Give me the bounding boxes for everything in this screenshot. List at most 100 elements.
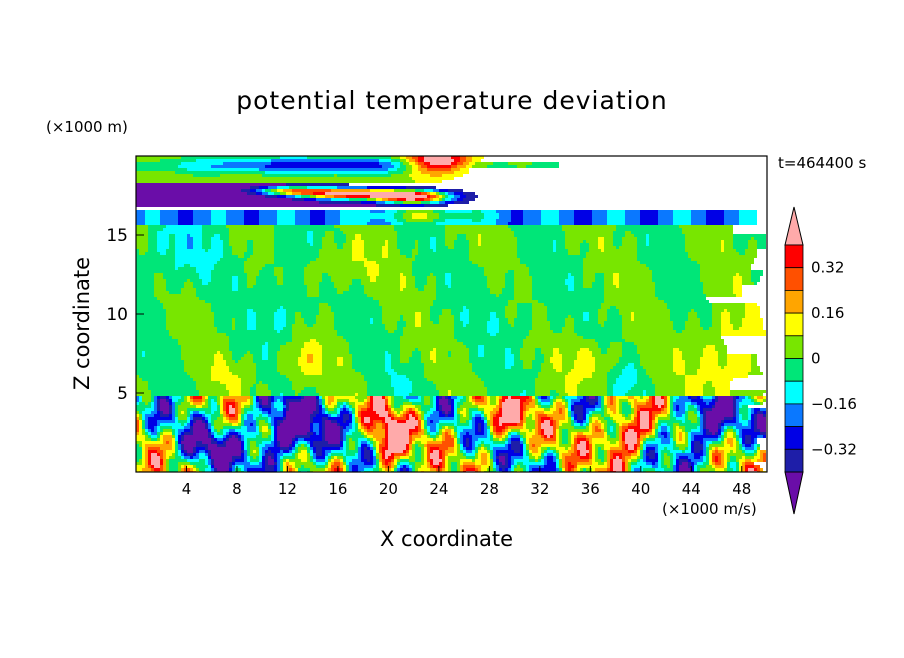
field-cell	[166, 453, 172, 456]
field-cell	[262, 450, 265, 453]
field-cell	[649, 411, 652, 414]
field-cell	[439, 318, 454, 321]
field-cell	[592, 213, 607, 216]
field-cell	[499, 216, 511, 219]
field-cell	[703, 288, 733, 291]
field-cell	[502, 402, 520, 405]
field-cell	[646, 459, 658, 462]
field-cell	[541, 429, 544, 432]
field-cell	[250, 447, 259, 450]
field-cell	[193, 396, 202, 399]
field-cell	[610, 447, 622, 450]
field-cell	[304, 396, 316, 399]
field-cell	[187, 453, 193, 456]
field-cell	[568, 441, 571, 444]
field-cell	[691, 438, 694, 441]
field-cell	[673, 432, 676, 435]
field-cell	[613, 279, 619, 282]
field-cell	[610, 396, 613, 399]
field-cell	[544, 303, 601, 306]
field-cell	[526, 399, 532, 402]
field-cell	[457, 234, 466, 237]
field-cell	[670, 408, 673, 411]
field-cell	[148, 465, 151, 468]
field-cell	[382, 165, 394, 168]
field-cell	[610, 306, 616, 309]
field-cell	[376, 453, 379, 456]
field-cell	[160, 402, 169, 405]
field-cell	[679, 456, 688, 459]
field-cell	[706, 420, 721, 423]
field-cell	[634, 318, 670, 321]
field-cell	[532, 321, 550, 324]
field-cell	[424, 426, 427, 429]
field-cell	[472, 420, 475, 423]
field-cell	[742, 435, 745, 438]
field-cell	[442, 465, 445, 468]
field-cell	[505, 360, 514, 363]
field-cell	[499, 213, 511, 216]
field-cell	[136, 468, 142, 471]
field-cell	[640, 408, 661, 411]
field-cell	[553, 366, 562, 369]
field-cell	[556, 249, 568, 252]
field-cell	[307, 186, 337, 189]
field-cell	[505, 276, 514, 279]
field-cell	[472, 438, 478, 441]
field-cell	[640, 363, 673, 366]
field-cell	[394, 228, 445, 231]
field-cell	[205, 417, 208, 420]
field-cell	[703, 354, 718, 357]
field-cell	[583, 261, 640, 264]
field-cell	[304, 372, 322, 375]
field-cell	[292, 384, 367, 387]
field-cell	[367, 198, 376, 201]
field-cell	[310, 420, 313, 423]
field-cell	[688, 411, 694, 414]
field-cell	[544, 453, 547, 456]
field-cell	[727, 354, 751, 357]
field-cell	[529, 429, 532, 432]
field-cell	[643, 438, 646, 441]
field-cell	[391, 159, 400, 162]
field-cell	[382, 198, 388, 201]
field-cell	[640, 219, 658, 222]
field-cell	[211, 402, 217, 405]
field-cell	[205, 414, 211, 417]
field-cell	[478, 354, 484, 357]
field-cell	[232, 468, 235, 471]
field-cell	[574, 222, 592, 225]
field-cell	[136, 300, 160, 303]
field-cell	[424, 429, 427, 432]
field-cell	[292, 387, 304, 390]
field-cell	[694, 405, 697, 408]
field-cell	[724, 243, 733, 246]
field-cell	[220, 174, 262, 177]
field-cell	[247, 453, 250, 456]
field-cell	[601, 348, 607, 351]
field-cell	[748, 246, 757, 249]
field-cell	[415, 162, 418, 165]
field-cell	[136, 411, 139, 414]
field-cell	[214, 468, 217, 471]
field-cell	[319, 309, 331, 312]
field-cell	[670, 426, 673, 429]
field-cell	[706, 429, 709, 432]
field-cell	[295, 195, 301, 198]
field-cell	[340, 210, 370, 213]
field-cell	[448, 351, 451, 354]
field-cell	[691, 429, 700, 432]
field-cell	[592, 222, 607, 225]
field-cell	[280, 441, 292, 444]
field-cell	[469, 414, 472, 417]
field-cell	[472, 426, 475, 429]
field-cell	[532, 279, 565, 282]
field-cell	[136, 186, 250, 189]
field-cell	[448, 453, 457, 456]
field-cell	[226, 405, 229, 408]
field-cell	[610, 426, 613, 429]
field-cell	[715, 405, 733, 408]
field-cell	[562, 465, 565, 468]
field-cell	[727, 363, 751, 366]
field-cell	[373, 468, 379, 471]
